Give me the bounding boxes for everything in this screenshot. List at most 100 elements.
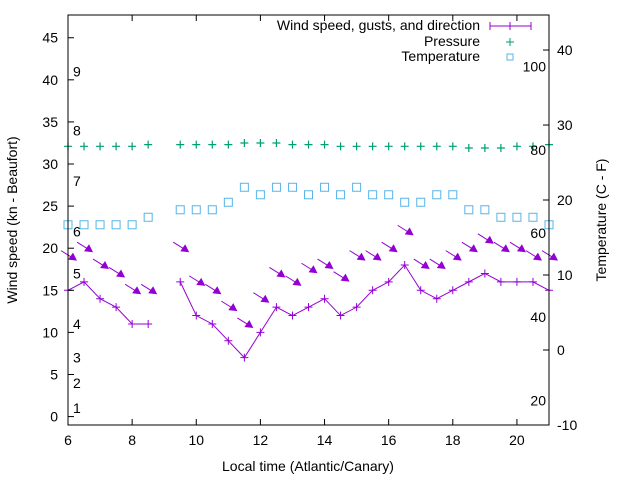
legend-swatch-temperature bbox=[506, 53, 514, 61]
x-tick-label: 14 bbox=[317, 432, 333, 448]
legend-swatch-pressure bbox=[506, 38, 514, 46]
pressure-point bbox=[464, 144, 473, 153]
pressure-point bbox=[288, 140, 297, 149]
gust-arrow-head bbox=[292, 277, 302, 286]
gust-arrow-head bbox=[549, 252, 558, 261]
wind-speed-point bbox=[192, 311, 201, 320]
temperature-point bbox=[368, 190, 378, 200]
gust-arrow-head bbox=[196, 277, 206, 286]
beaufort-label: 5 bbox=[73, 265, 81, 281]
pressure-point bbox=[128, 142, 137, 151]
pressure-point bbox=[272, 138, 281, 147]
wind-speed-point bbox=[224, 336, 233, 345]
gust-arrow-head bbox=[100, 261, 110, 270]
temperature-point bbox=[143, 212, 153, 222]
y-tick-label: 15 bbox=[42, 282, 58, 298]
pressure-point bbox=[80, 142, 89, 151]
pressure-point bbox=[208, 140, 217, 149]
pressure-point bbox=[112, 142, 121, 151]
gust-arrow-head bbox=[388, 244, 398, 253]
y-axis-label: Wind speed (kn - Beaufort) bbox=[4, 136, 20, 303]
wind-speed-point bbox=[80, 277, 89, 286]
temperature-point bbox=[79, 220, 89, 230]
pressure-point bbox=[96, 142, 105, 151]
beaufort-label: 3 bbox=[73, 350, 81, 366]
pressure-point bbox=[480, 144, 489, 153]
gust-arrow-head bbox=[372, 252, 382, 261]
beaufort-label: 6 bbox=[73, 223, 81, 239]
temperature-point bbox=[223, 197, 233, 207]
gust-arrow-head bbox=[500, 244, 510, 253]
temperature-point bbox=[287, 182, 297, 192]
wind-speed-point bbox=[336, 311, 345, 320]
gust-arrow-head bbox=[484, 235, 494, 244]
legend-label-temperature: Temperature bbox=[401, 48, 480, 64]
fahrenheit-label: 100 bbox=[523, 59, 547, 75]
temperature-point bbox=[352, 182, 362, 192]
gust-arrow-head bbox=[404, 227, 414, 236]
y-tick-label: 30 bbox=[42, 156, 58, 172]
pressure-point bbox=[400, 142, 409, 151]
temperature-point bbox=[528, 212, 538, 222]
wind-speed-point bbox=[96, 294, 105, 303]
wind-speed-point bbox=[400, 261, 409, 270]
pressure-point bbox=[304, 140, 313, 149]
plot-frame bbox=[67, 14, 550, 426]
gust-arrow-head bbox=[452, 252, 462, 261]
pressure-point bbox=[368, 142, 377, 151]
wind-speed-point bbox=[304, 303, 313, 312]
legend: Wind speed, gusts, and direction Pressur… bbox=[277, 17, 532, 64]
pressure-point bbox=[320, 140, 329, 149]
wind-speed-point bbox=[208, 319, 217, 328]
wind-speed-point bbox=[320, 294, 329, 303]
pressure-point bbox=[224, 140, 233, 149]
temperature-point bbox=[95, 220, 105, 230]
temperature-point bbox=[111, 220, 121, 230]
wind-speed-point bbox=[480, 269, 489, 278]
pressure-point bbox=[496, 144, 505, 153]
temperature-point bbox=[255, 190, 265, 200]
pressure-point bbox=[144, 140, 153, 149]
gust-arrow-head bbox=[132, 286, 142, 295]
x-tick-label: 18 bbox=[445, 432, 461, 448]
gust-arrow-head bbox=[356, 252, 366, 261]
wind-speed-point bbox=[416, 286, 425, 295]
wind-speed-point bbox=[464, 277, 473, 286]
pressure-point bbox=[432, 142, 441, 151]
pressure-point bbox=[528, 142, 537, 151]
temperature-point bbox=[127, 220, 137, 230]
wind-speed-point bbox=[368, 286, 377, 295]
gust-arrow-head bbox=[68, 252, 77, 261]
wind-speed-line bbox=[67, 264, 550, 359]
gust-arrow-head bbox=[212, 286, 222, 295]
y-tick-label: 10 bbox=[42, 324, 58, 340]
fahrenheit-label: 60 bbox=[530, 225, 546, 241]
temperature-point bbox=[191, 205, 201, 215]
y2-tick-label: 20 bbox=[557, 192, 573, 208]
x-tick-label: 10 bbox=[188, 432, 204, 448]
wind-speed-point bbox=[432, 294, 441, 303]
legend-label-wind: Wind speed, gusts, and direction bbox=[277, 17, 480, 33]
legend-swatch-wind-marker bbox=[506, 22, 514, 30]
temperature-point bbox=[320, 182, 330, 192]
gust-arrow-head bbox=[148, 286, 158, 295]
temperature-point bbox=[175, 205, 185, 215]
y-tick-label: 40 bbox=[42, 72, 58, 88]
temperature-point bbox=[336, 190, 346, 200]
temperature-point bbox=[448, 190, 458, 200]
wind-speed-point bbox=[128, 319, 137, 328]
fahrenheit-label: 40 bbox=[530, 309, 546, 325]
wind-speed-point bbox=[240, 353, 249, 362]
gust-arrow-head bbox=[116, 269, 126, 278]
wind-speed-point bbox=[496, 277, 505, 286]
temperature-point bbox=[512, 212, 522, 222]
wind-speed-point bbox=[448, 286, 457, 295]
wind-speed-point bbox=[352, 303, 361, 312]
gust-arrow-head bbox=[420, 261, 430, 270]
wind-speed-point bbox=[144, 319, 153, 328]
temperature-point bbox=[207, 205, 217, 215]
y2-tick-label: 40 bbox=[557, 42, 573, 58]
fahrenheit-label: 80 bbox=[530, 142, 546, 158]
pressure-point bbox=[336, 142, 345, 151]
x-tick-label: 12 bbox=[253, 432, 269, 448]
